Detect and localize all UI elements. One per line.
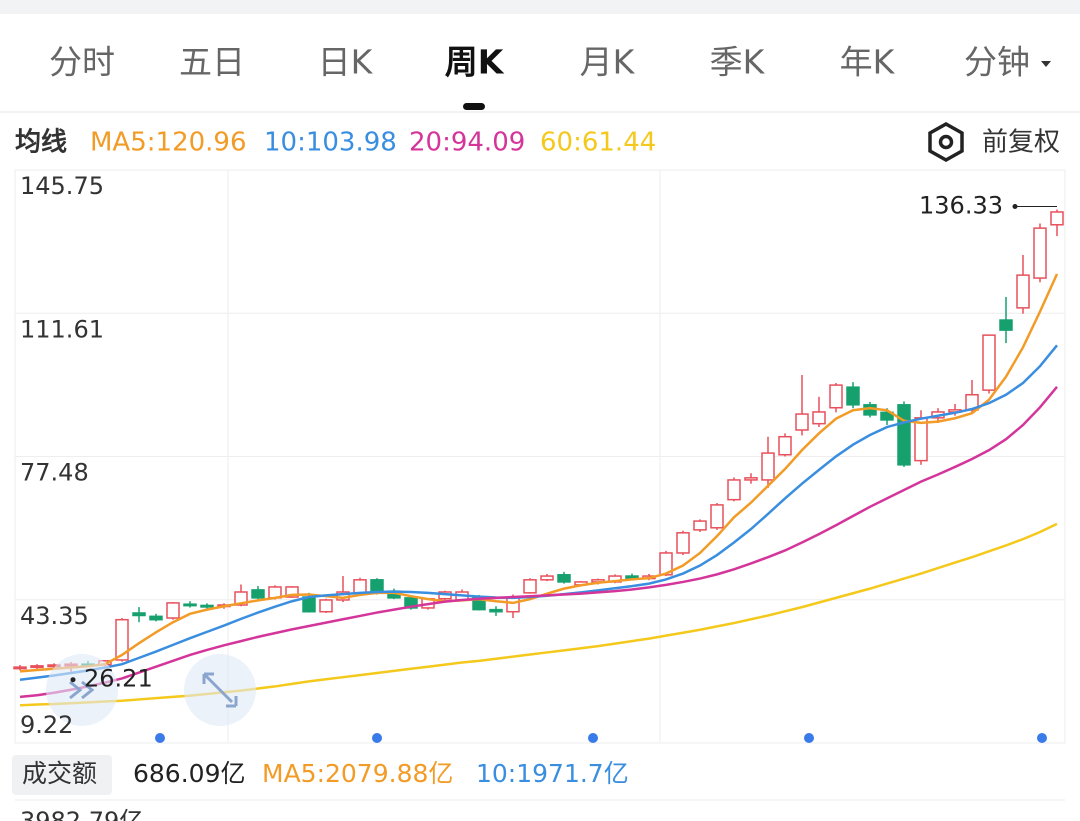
legend-entry: 60:61.44 xyxy=(540,128,656,158)
legend-entry: MA5:120.96 xyxy=(90,128,247,158)
candle-body xyxy=(285,586,299,598)
candle-body xyxy=(761,452,775,481)
candle-body xyxy=(1033,227,1047,279)
y-tick-label: 9.22 xyxy=(20,711,73,739)
candle-body xyxy=(132,612,146,617)
ma-title: 均线 xyxy=(15,128,67,158)
candle-body xyxy=(982,334,996,391)
legend-entry: 10:103.98 xyxy=(264,128,397,158)
time-dot xyxy=(372,733,382,743)
tab[interactable]: 月K xyxy=(580,43,636,82)
min-dot xyxy=(70,677,76,683)
candle-body xyxy=(727,479,741,501)
max-label: 136.33 xyxy=(919,192,1003,220)
time-dot xyxy=(155,733,165,743)
candle-body xyxy=(353,579,367,594)
adjust-icon[interactable] xyxy=(928,121,964,163)
tab[interactable]: 年K xyxy=(840,43,896,82)
candle-body xyxy=(829,384,843,409)
candle-body xyxy=(489,608,503,613)
ma-line xyxy=(19,344,1058,681)
candle-body xyxy=(676,532,690,554)
volume-ma10: 10:1971.7亿 xyxy=(476,759,629,788)
candle-body xyxy=(778,435,792,456)
status-band xyxy=(0,0,1080,14)
candle-body xyxy=(115,618,129,661)
candle-body xyxy=(183,603,197,607)
candle-body xyxy=(1016,274,1030,309)
time-dot xyxy=(1037,733,1047,743)
plot xyxy=(13,169,1065,744)
candle-body xyxy=(693,520,707,531)
time-dot xyxy=(804,733,814,743)
legend-entry: 20:94.09 xyxy=(409,128,525,158)
zoom-arrows xyxy=(202,672,238,708)
candle-body xyxy=(200,604,214,608)
candle-body xyxy=(914,417,928,462)
volume-title: 成交额 xyxy=(22,759,97,788)
y-tick-label: 43.35 xyxy=(20,602,89,630)
time-dot xyxy=(588,733,598,743)
candle-body xyxy=(812,411,826,425)
y-tick-label: 145.75 xyxy=(20,172,104,200)
candle-body xyxy=(880,411,894,421)
tab[interactable]: 分钟 xyxy=(964,43,1030,82)
volume-tag xyxy=(12,755,112,795)
candle-body xyxy=(149,615,163,621)
candle-body xyxy=(30,665,44,669)
ma-line xyxy=(19,386,1058,699)
tab[interactable]: 五日 xyxy=(179,43,245,82)
candle-body xyxy=(795,413,809,431)
volume-ma5: MA5:2079.88亿 xyxy=(262,759,453,788)
max-dot xyxy=(1012,204,1018,210)
candle-body xyxy=(251,589,265,599)
candle-body xyxy=(744,477,758,481)
candle-body xyxy=(710,504,724,529)
tab[interactable]: 季K xyxy=(710,43,766,82)
tab[interactable]: 周K xyxy=(445,43,505,82)
gear-hole xyxy=(938,134,954,150)
candle-body xyxy=(13,666,27,670)
adjust-label[interactable]: 前复权 xyxy=(982,128,1060,158)
dropdown-arrow xyxy=(1041,61,1051,67)
candle-body xyxy=(897,404,911,466)
candle-body xyxy=(506,596,520,613)
candle-body xyxy=(1050,211,1064,226)
candle-body xyxy=(523,579,537,594)
volume-max: 3982.79亿 xyxy=(20,807,143,821)
candle-body xyxy=(166,602,180,619)
min-label: 26.21 xyxy=(84,665,153,693)
tab[interactable]: 日K xyxy=(318,43,374,82)
y-tick-label: 111.61 xyxy=(20,315,104,343)
candle-body xyxy=(557,574,571,583)
candle-body xyxy=(319,599,333,613)
volume-value: 686.09亿 xyxy=(133,759,245,788)
candle-body xyxy=(540,575,554,581)
tab[interactable]: 分时 xyxy=(49,43,115,82)
candle-body xyxy=(999,319,1013,331)
scroll-arrows xyxy=(69,680,95,700)
tab-indicator xyxy=(463,103,485,110)
candle-body xyxy=(846,386,860,406)
gear xyxy=(928,121,964,163)
y-tick-label: 77.48 xyxy=(20,459,89,487)
